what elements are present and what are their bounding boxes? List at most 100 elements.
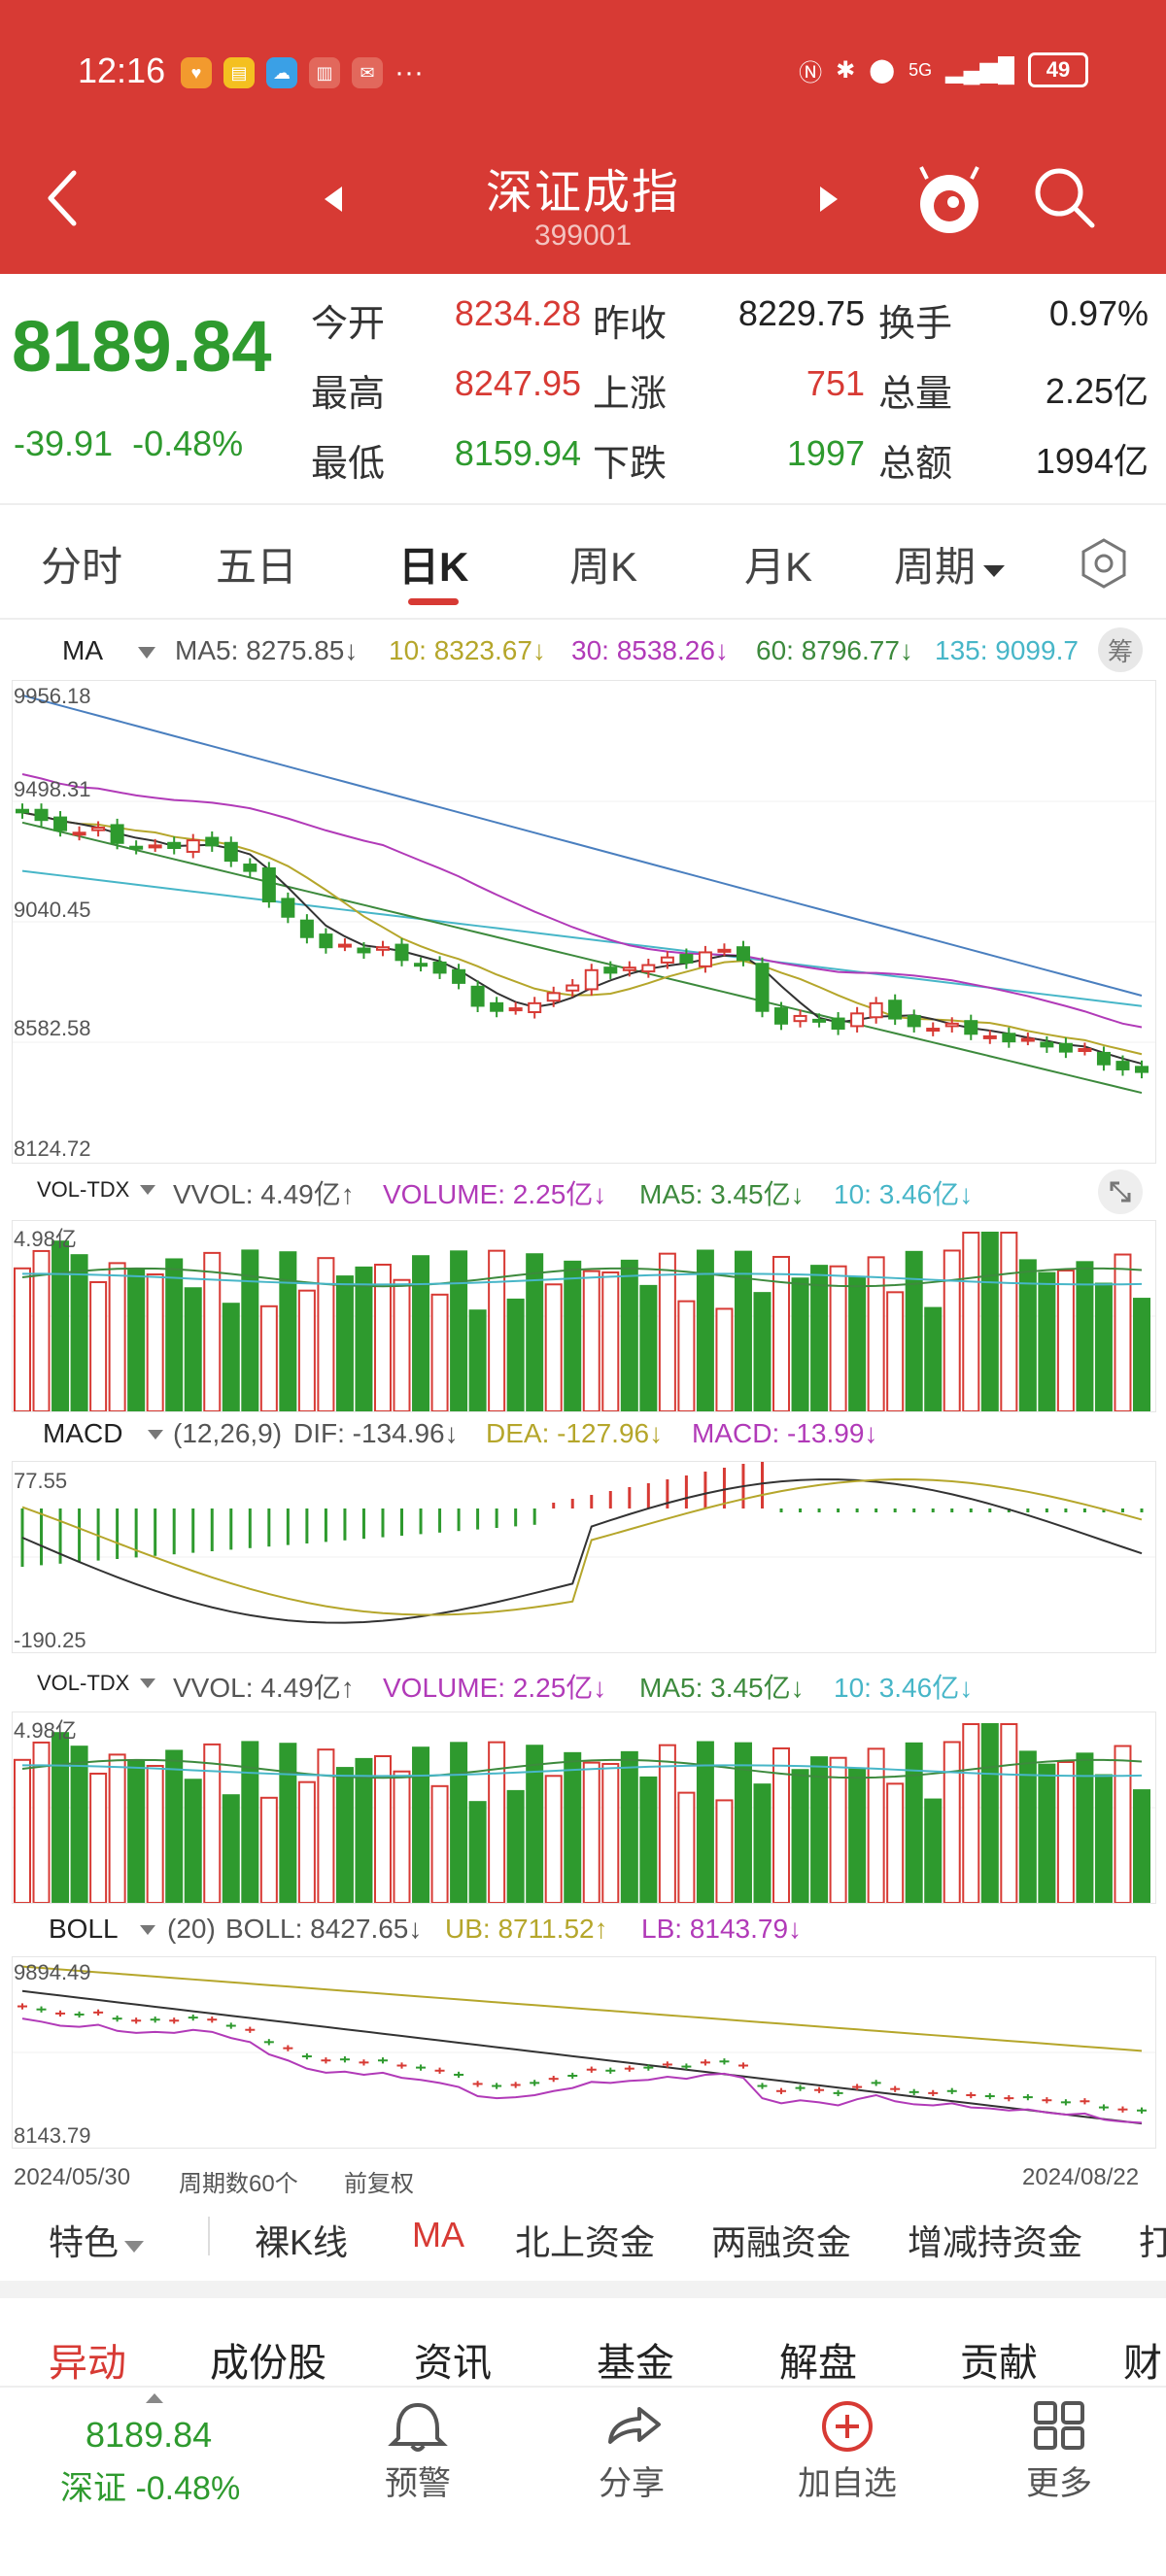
- index-title: 深证成指: [485, 167, 680, 219]
- volume-bar: [450, 1250, 468, 1411]
- func-naked-k[interactable]: 裸K线: [255, 2222, 349, 2262]
- current-price: 8189.84: [12, 306, 272, 387]
- quote-label: 最高: [311, 374, 386, 415]
- kline-axis-bottom: 8124.72: [14, 1136, 91, 1161]
- volume-bar: [867, 1256, 885, 1411]
- ma-line: [21, 694, 1143, 997]
- volume-bar: [373, 1754, 392, 1903]
- ma-dropdown-icon[interactable]: [136, 645, 157, 661]
- boll-dropdown-icon[interactable]: [138, 1923, 157, 1937]
- kline-axis-2: 9498.31: [14, 777, 91, 801]
- vol-indicator-label[interactable]: VOL-TDX: [37, 1177, 130, 1202]
- candle: [490, 1001, 504, 1012]
- expand-icon: [1110, 1181, 1131, 1203]
- volume-bar: [506, 1789, 525, 1903]
- volume-bar: [279, 1743, 297, 1903]
- volume-bar: [70, 1746, 88, 1903]
- tab-news[interactable]: 资讯: [414, 2342, 492, 2385]
- tab-period-label: 周期: [894, 544, 977, 590]
- volume-bar: [89, 1280, 108, 1411]
- location-icon: ⬤: [869, 56, 896, 84]
- candle: [1135, 1066, 1149, 1073]
- quote-value: 8229.75: [737, 293, 865, 333]
- vvol-value: VVOL: 4.49亿↑: [173, 1179, 355, 1209]
- volume-chart[interactable]: [12, 1220, 1156, 1412]
- boll-params: (20): [167, 1914, 216, 1944]
- volume-chart-2[interactable]: [12, 1712, 1156, 1904]
- ma135-line: [21, 869, 1143, 1007]
- dif-value: DIF: -134.96↓: [293, 1418, 459, 1448]
- volume-bar: [297, 1289, 316, 1411]
- alert-button[interactable]: 预警: [369, 2399, 466, 2504]
- boll-chart[interactable]: [12, 1956, 1156, 2149]
- volume-bar: [620, 1259, 638, 1411]
- bottom-price[interactable]: 8189.84: [86, 2415, 213, 2455]
- more-button[interactable]: 更多: [1011, 2399, 1108, 2504]
- volume-bar: [1000, 1232, 1018, 1411]
- expand-button[interactable]: [1098, 1169, 1143, 1214]
- candle: [375, 946, 390, 951]
- func-featured[interactable]: 特色: [49, 2215, 146, 2265]
- func-ma[interactable]: MA: [412, 2215, 464, 2254]
- alert-label: 预警: [385, 2465, 451, 2502]
- mascot-icon[interactable]: [913, 161, 985, 237]
- ma-label[interactable]: MA: [62, 635, 103, 665]
- func-northbound[interactable]: 北上资金: [515, 2222, 656, 2262]
- volume-bar: [943, 1249, 961, 1411]
- search-icon[interactable]: [1030, 163, 1098, 231]
- quote-value: 751: [806, 363, 865, 403]
- candle: [641, 964, 656, 973]
- volume-bar: [450, 1742, 468, 1903]
- tab-monthly-k[interactable]: 月K: [744, 544, 813, 590]
- prev-index-icon[interactable]: [321, 185, 344, 214]
- volume-bar: [14, 1758, 31, 1903]
- volume-bar: [259, 1305, 278, 1411]
- kline-chart[interactable]: [12, 680, 1156, 1164]
- quote-label: 昨收: [593, 304, 668, 345]
- candle: [812, 1018, 827, 1023]
- macd-chart[interactable]: [12, 1461, 1156, 1653]
- func-more[interactable]: 打: [1139, 2222, 1166, 2262]
- volume-bar: [430, 1293, 449, 1411]
- quote-label: 总量: [878, 374, 953, 415]
- volume-bar: [734, 1742, 752, 1903]
- volume-bar: [1094, 1774, 1113, 1903]
- add-watchlist-button[interactable]: 加自选: [789, 2399, 906, 2504]
- share-button[interactable]: 分享: [583, 2399, 680, 2504]
- vol-indicator-label-2[interactable]: VOL-TDX: [37, 1671, 130, 1695]
- status-time: 12:16: [78, 51, 166, 90]
- tab-movement[interactable]: 异动: [49, 2342, 126, 2385]
- tab-intraday[interactable]: 分时: [41, 544, 123, 590]
- quote-value: 8159.94: [454, 433, 581, 473]
- notification-app-icon: ▥: [309, 57, 340, 88]
- back-icon[interactable]: [43, 167, 82, 229]
- tab-constituents[interactable]: 成份股: [210, 2342, 326, 2385]
- tab-weekly-k[interactable]: 周K: [569, 544, 638, 590]
- boll-label[interactable]: BOLL: [49, 1914, 119, 1944]
- chip-button[interactable]: 筹: [1098, 627, 1143, 672]
- chart-settings-icon[interactable]: [1077, 536, 1131, 591]
- next-index-icon[interactable]: [818, 185, 841, 214]
- macd-params: (12,26,9): [173, 1418, 283, 1448]
- tab-finance[interactable]: 财: [1123, 2342, 1162, 2385]
- tab-contribution[interactable]: 贡献: [960, 2342, 1038, 2385]
- vol-axis-max: 4.98亿: [14, 1227, 77, 1251]
- func-margin[interactable]: 两融资金: [711, 2222, 852, 2262]
- adjustment-mode[interactable]: 前复权: [344, 2171, 414, 2197]
- collapse-up-icon[interactable]: [144, 2391, 165, 2405]
- func-holdings-change[interactable]: 增减持资金: [908, 2222, 1083, 2262]
- vol-dropdown-icon[interactable]: [138, 1183, 157, 1197]
- macd-label[interactable]: MACD: [43, 1418, 123, 1448]
- tab-period[interactable]: 周期: [894, 534, 1007, 593]
- tab-daily-k[interactable]: 日K: [398, 544, 469, 590]
- tab-analysis[interactable]: 解盘: [779, 2342, 857, 2385]
- volume-bar: [32, 1249, 51, 1411]
- candle: [698, 951, 712, 967]
- tab-funds[interactable]: 基金: [597, 2342, 674, 2385]
- bottom-index-change[interactable]: 深证 -0.48%: [60, 2470, 241, 2507]
- macd-dropdown-icon[interactable]: [146, 1428, 165, 1441]
- candle: [1096, 1051, 1111, 1066]
- volume-bar: [412, 1255, 430, 1411]
- tab-five-day[interactable]: 五日: [216, 544, 298, 590]
- vol-dropdown-icon-2[interactable]: [138, 1677, 157, 1690]
